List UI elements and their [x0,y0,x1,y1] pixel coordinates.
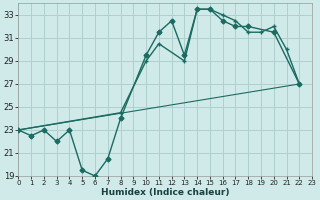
X-axis label: Humidex (Indice chaleur): Humidex (Indice chaleur) [101,188,229,197]
